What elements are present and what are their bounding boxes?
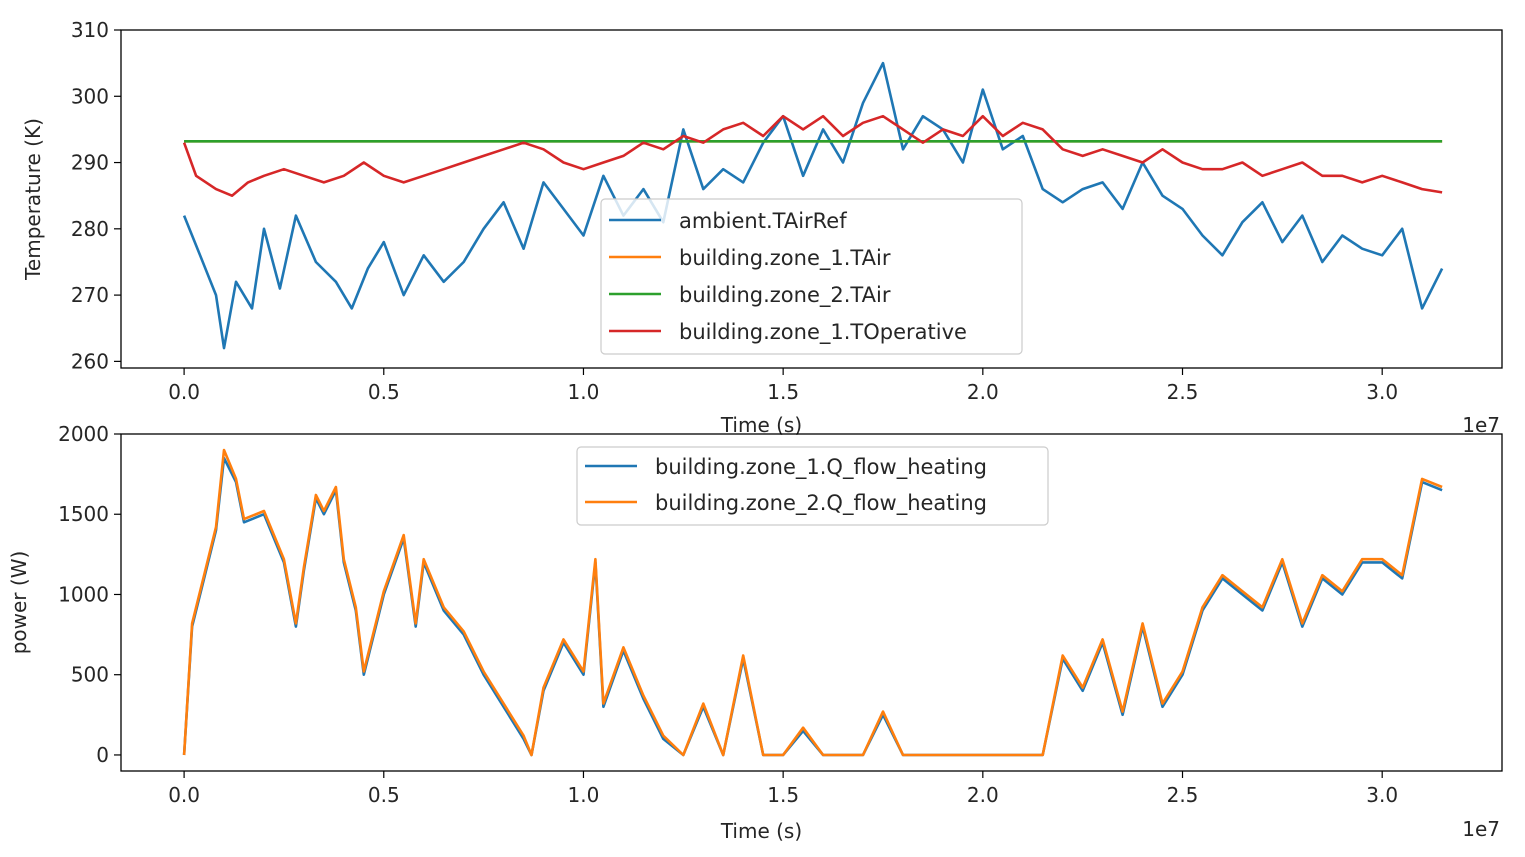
legend: building.zone_1.Q_flow_heating building.z…: [576, 446, 1049, 526]
x-tick-label: 1.0: [568, 783, 600, 807]
series-group: [182, 448, 1443, 757]
series-line-3: [182, 114, 1443, 197]
x-axis-label: Time (s): [720, 413, 802, 437]
x-tick-label: 1.5: [767, 380, 799, 404]
x-tick-label: 0.5: [368, 783, 400, 807]
y-tick-label: 0: [96, 743, 109, 767]
power-subplot: 0.0 0.5 1.0 1.5 2.0 2.5 3.0 0 500 1000 1500 2000 Tim…: [7, 422, 1503, 843]
x-tick-label: 0.0: [168, 783, 200, 807]
x-tick-label: 2.0: [967, 783, 999, 807]
x-tick-label: 2.0: [967, 380, 999, 404]
legend-box: [600, 198, 1023, 355]
y-tick-label: 500: [71, 663, 109, 687]
x-axis-label: Time (s): [720, 819, 802, 843]
x-tick-label: 0.0: [168, 380, 200, 404]
x-tick-label: 3.0: [1366, 783, 1398, 807]
y-tick-label: 1500: [58, 502, 109, 526]
legend-entry: building.zone_2.TAir: [679, 283, 891, 308]
x-tick-label: 0.5: [368, 380, 400, 404]
y-tick-label: 300: [71, 84, 109, 108]
y-tick-label: 270: [71, 283, 109, 307]
legend-entry: building.zone_1.Q_flow_heating: [655, 455, 987, 480]
y-axis-label: Temperature (K): [21, 118, 45, 281]
legend-entry: building.zone_1.TAir: [679, 246, 891, 271]
y-tick-label: 1000: [58, 582, 109, 606]
temperature-subplot: 0.0 0.5 1.0 1.5 2.0 2.5 3.0 260 270 280 290 300 310 T…: [21, 18, 1503, 437]
y-tick-label: 2000: [58, 422, 109, 446]
legend-box: [576, 446, 1049, 526]
y-tick-label: 280: [71, 217, 109, 241]
x-offset-label: 1e7: [1462, 817, 1500, 841]
x-tick-label: 1.5: [767, 783, 799, 807]
axes-frame: [120, 433, 1503, 772]
x-tick-label: 1.0: [568, 380, 600, 404]
x-tick-label: 2.5: [1167, 380, 1199, 404]
y-tick-label: 260: [71, 349, 109, 373]
legend: ambient.TAirRef building.zone_1.TAirbuild…: [600, 198, 1023, 355]
legend-entry: building.zone_1.TOperative: [679, 320, 967, 345]
axes-frame: [120, 29, 1503, 369]
y-tick-label: 290: [71, 151, 109, 175]
y-axis-label: power (W): [7, 551, 31, 655]
x-offset-label: 1e7: [1462, 413, 1500, 437]
series-line-1: [182, 448, 1443, 757]
legend-entry: building.zone_2.Q_flow_heating: [655, 491, 987, 516]
x-tick-label: 3.0: [1366, 380, 1398, 404]
x-tick-label: 2.5: [1167, 783, 1199, 807]
legend-entry: ambient.TAirRef: [679, 209, 847, 233]
y-tick-label: 310: [71, 18, 109, 42]
series-group: [182, 61, 1444, 350]
